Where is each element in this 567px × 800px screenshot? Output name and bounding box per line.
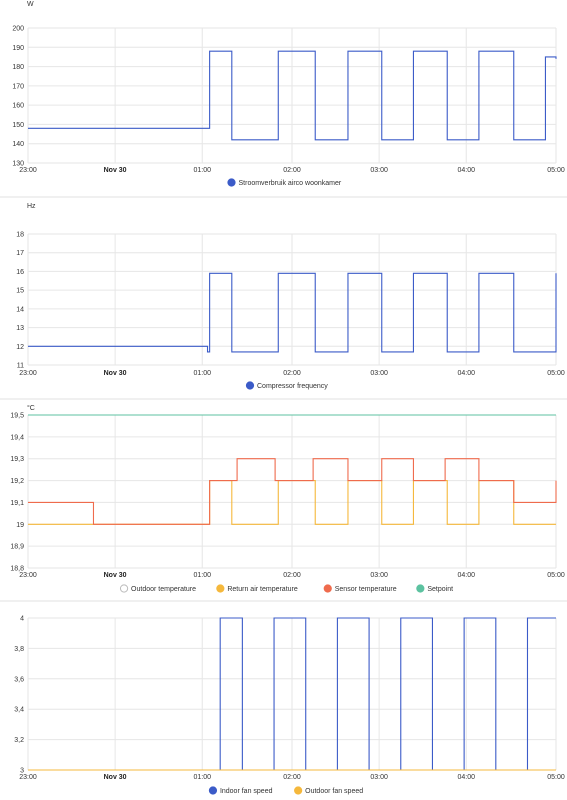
y-tick-label: 18,9	[10, 544, 24, 551]
x-tick-label: Nov 30	[104, 167, 127, 174]
x-tick-label: 04:00	[457, 370, 475, 377]
legend-label: Setpoint	[427, 586, 453, 593]
x-tick-label: 02:00	[283, 572, 301, 579]
x-tick-label: Nov 30	[104, 370, 127, 377]
legend-item[interactable]: Setpoint	[416, 584, 453, 593]
y-tick-label: 200	[12, 26, 24, 33]
y-tick-label: 11	[17, 363, 24, 370]
series-line-1	[28, 50, 557, 141]
x-tick-label: 01:00	[193, 572, 211, 579]
x-tick-label: 01:00	[193, 370, 211, 377]
x-tick-label: 23:00	[19, 572, 37, 579]
x-tick-label: 02:00	[283, 774, 301, 781]
x-tick-label: Nov 30	[104, 774, 127, 781]
legend-item[interactable]: Sensor temperature	[323, 584, 397, 593]
legend-item[interactable]: Outdoor temperature	[119, 584, 196, 593]
y-tick-label: 150	[12, 122, 24, 129]
y-tick-label: 170	[12, 83, 24, 90]
chart-panel-3: °C 18,8 18,9 19 19,1 19,2 19,3 19,4 19,5 23:00 Nov…	[10, 404, 564, 593]
x-tick-label: 03:00	[370, 370, 388, 377]
y-unit-label: °C	[27, 404, 35, 412]
legend-marker	[119, 584, 129, 593]
x-tick-label: 04:00	[457, 572, 475, 579]
y-tick-label: 3	[20, 768, 24, 775]
x-tick-label: 04:00	[457, 774, 475, 781]
legend-marker	[227, 178, 236, 187]
x-tick-label: 02:00	[283, 167, 301, 174]
x-tick-label: 23:00	[19, 774, 37, 781]
y-tick-label: 15	[16, 288, 24, 295]
series-line-1	[28, 272, 557, 353]
y-tick-label: 19,3	[10, 456, 24, 463]
x-tick-label: 05:00	[547, 774, 565, 781]
y-tick-label: 3,6	[14, 676, 24, 683]
y-tick-label: 19,1	[10, 500, 24, 507]
legend-marker	[216, 584, 225, 593]
legend-marker	[323, 584, 332, 593]
legend-item[interactable]: Outdoor fan speed	[294, 786, 364, 795]
chart-panel-1: W 130 140 150 160 170 180 190 200 23:00 Nov 30 01:0…	[12, 1, 565, 187]
y-tick-label: 17	[16, 250, 24, 257]
x-tick-label: 23:00	[19, 370, 37, 377]
x-tick-label: 04:00	[457, 167, 475, 174]
y-tick-label: 19,2	[10, 478, 24, 485]
legend-marker	[294, 786, 303, 795]
y-unit-label: Hz	[27, 203, 36, 210]
legend-label: Sensor temperature	[335, 586, 397, 593]
y-tick-label: 12	[16, 344, 24, 351]
x-tick-label: 23:00	[19, 167, 37, 174]
legend-label: Outdoor temperature	[131, 586, 196, 593]
legend-label: Return air temperature	[227, 586, 298, 593]
y-tick-label: 16	[16, 269, 24, 276]
legend-item[interactable]: Stroomverbruik airco woonkamer	[227, 178, 342, 187]
y-tick-label: 13	[16, 325, 24, 332]
y-tick-label: 130	[12, 161, 24, 168]
legend-marker	[416, 584, 425, 593]
legend-marker	[208, 786, 218, 795]
x-tick-label: 01:00	[193, 774, 211, 781]
y-tick-label: 18,8	[10, 566, 24, 573]
series-line-3	[28, 458, 557, 525]
y-tick-label: 180	[12, 64, 24, 71]
y-tick-label: 160	[12, 103, 24, 110]
legend-item[interactable]: Compressor frequency	[245, 381, 328, 390]
y-tick-label: 140	[12, 141, 24, 148]
y-tick-label: 4	[20, 616, 24, 623]
legend-label: Stroomverbruik airco woonkamer	[239, 180, 342, 187]
legend-item[interactable]: Indoor fan speed	[208, 786, 273, 795]
chart-panel-4: 3 3,2 3,4 3,6 3,8 4 23:00 Nov 30 01:00 02:00 03:00…	[14, 616, 565, 796]
y-tick-label: 19,5	[10, 413, 24, 420]
series-line-1	[28, 617, 556, 771]
x-tick-label: 05:00	[547, 572, 565, 579]
y-tick-label: 3,8	[14, 646, 24, 653]
y-tick-label: 19	[16, 522, 24, 529]
y-tick-label: 14	[16, 306, 24, 313]
legend-label: Indoor fan speed	[220, 788, 273, 795]
legend-item[interactable]: Return air temperature	[216, 584, 298, 593]
x-tick-label: 05:00	[547, 167, 565, 174]
y-tick-label: 190	[12, 45, 24, 52]
legend-label: Compressor frequency	[257, 383, 328, 390]
y-unit-label: W	[27, 1, 34, 8]
y-tick-label: 3,2	[14, 737, 24, 744]
x-tick-label: 01:00	[193, 167, 211, 174]
legend-label: Outdoor fan speed	[305, 788, 363, 795]
y-tick-label: 3,4	[14, 707, 24, 714]
y-tick-label: 18	[16, 232, 24, 239]
x-tick-label: 03:00	[370, 572, 388, 579]
y-tick-label: 19,4	[10, 434, 24, 441]
legend-marker	[245, 381, 255, 390]
x-tick-label: 02:00	[283, 370, 301, 377]
x-tick-label: 03:00	[370, 774, 388, 781]
chart-panel-2: Hz 11 12 13 14 15 16 17 18 23:00 Nov 30 01:00 02:00 0…	[16, 203, 565, 390]
x-tick-label: 03:00	[370, 167, 388, 174]
x-tick-label: Nov 30	[104, 572, 127, 579]
x-tick-label: 05:00	[547, 370, 565, 377]
